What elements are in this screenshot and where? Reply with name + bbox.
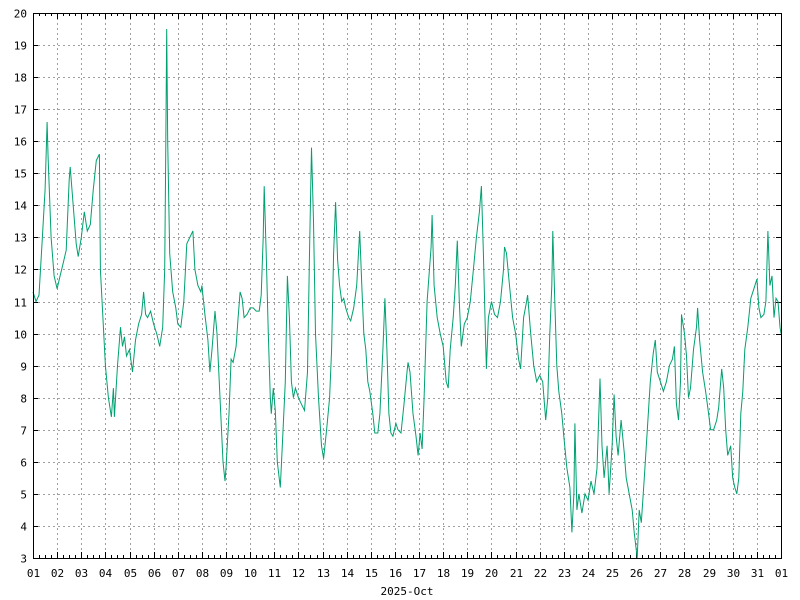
y-tick-label: 5 xyxy=(20,489,27,502)
x-tick-label: 29 xyxy=(703,567,716,580)
x-tick-label: 01 xyxy=(775,567,788,580)
y-tick-label: 18 xyxy=(14,72,27,85)
x-tick-label: 19 xyxy=(461,567,474,580)
series-line xyxy=(32,28,782,559)
y-tick-label: 16 xyxy=(14,136,27,149)
y-tick-label: 10 xyxy=(14,329,27,342)
x-tick-label: 13 xyxy=(317,567,330,580)
x-tick-label: 27 xyxy=(654,567,667,580)
x-tick-label: 23 xyxy=(558,567,571,580)
y-tick-label: 19 xyxy=(14,40,27,53)
x-axis-labels: 01 02 03 04 05 06 07 08 09 10 11 12 13 14 15 16 17 18 19 20… xyxy=(27,567,788,580)
x-tick-label: 22 xyxy=(534,567,547,580)
x-tick-label: 04 xyxy=(99,567,113,580)
y-tick-label: 17 xyxy=(14,104,27,117)
y-tick-label: 3 xyxy=(20,553,27,566)
x-tick-label: 28 xyxy=(678,567,691,580)
axis-ticks xyxy=(33,13,782,559)
x-tick-label: 24 xyxy=(582,567,596,580)
y-tick-label: 7 xyxy=(20,425,27,438)
x-tick-label: 20 xyxy=(485,567,498,580)
x-tick-label: 08 xyxy=(196,567,209,580)
x-tick-label: 06 xyxy=(148,567,161,580)
x-tick-label: 15 xyxy=(365,567,378,580)
y-tick-label: 11 xyxy=(14,297,27,310)
y-tick-label: 6 xyxy=(20,457,27,470)
y-tick-label: 8 xyxy=(20,393,27,406)
x-tick-label: 16 xyxy=(389,567,402,580)
y-tick-label: 13 xyxy=(14,232,27,245)
y-tick-label: 4 xyxy=(20,521,27,534)
x-tick-label: 07 xyxy=(172,567,185,580)
x-tick-label: 26 xyxy=(630,567,643,580)
x-tick-label: 14 xyxy=(341,567,355,580)
x-tick-label: 18 xyxy=(437,567,450,580)
x-tick-label: 03 xyxy=(75,567,88,580)
x-tick-label: 09 xyxy=(220,567,233,580)
x-tick-label: 05 xyxy=(124,567,137,580)
x-tick-label: 30 xyxy=(727,567,740,580)
x-tick-label: 10 xyxy=(244,567,257,580)
x-tick-label: 25 xyxy=(606,567,619,580)
x-tick-label: 31 xyxy=(751,567,764,580)
y-tick-label: 14 xyxy=(14,200,28,213)
y-tick-label: 9 xyxy=(20,361,27,374)
grid xyxy=(33,13,781,558)
x-tick-label: 11 xyxy=(268,567,281,580)
y-tick-label: 20 xyxy=(14,8,27,21)
x-tick-label: 01 xyxy=(27,567,40,580)
x-tick-label: 17 xyxy=(413,567,426,580)
y-tick-label: 15 xyxy=(14,168,27,181)
plot-frame xyxy=(33,13,782,559)
x-tick-label: 12 xyxy=(292,567,305,580)
y-axis-labels: 3 4 5 6 7 8 9 10 11 12 13 14 15 16 17 18 19 20 xyxy=(14,8,28,566)
x-tick-label: 02 xyxy=(51,567,64,580)
y-tick-label: 12 xyxy=(14,264,27,277)
x-tick-label: 21 xyxy=(510,567,523,580)
x-axis-title: 2025-Oct xyxy=(381,585,434,598)
